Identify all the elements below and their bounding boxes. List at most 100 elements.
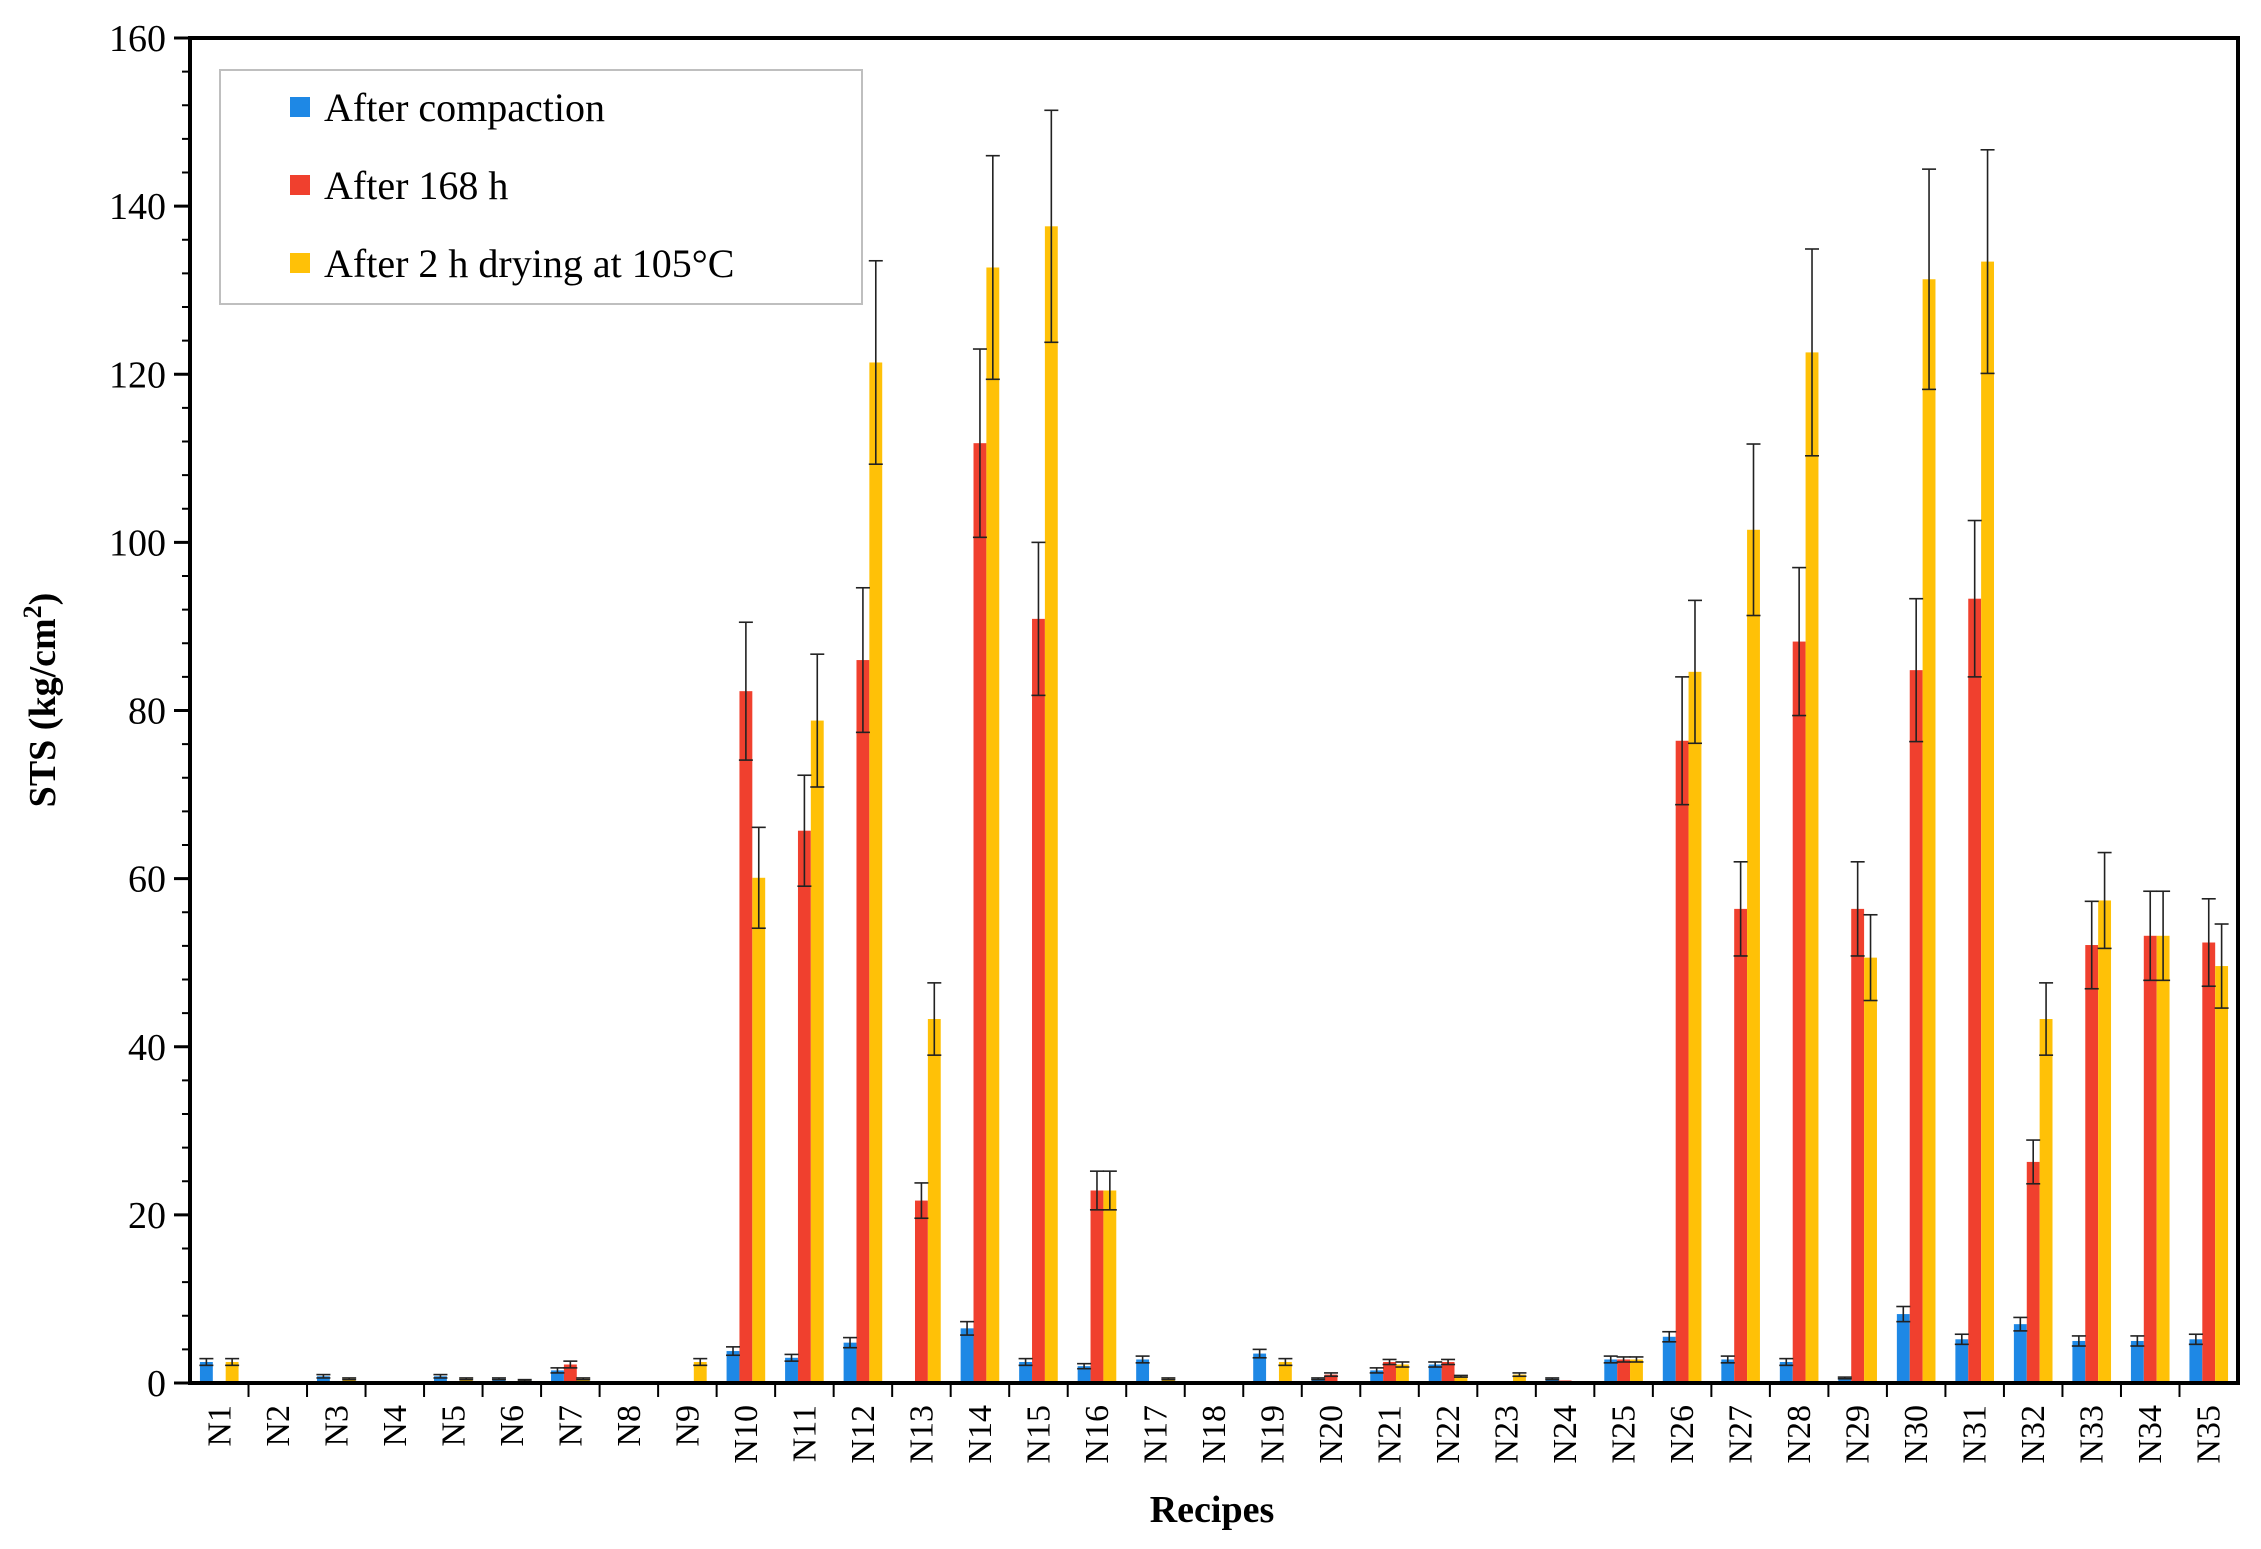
bar-N22-s1 (1441, 1361, 1455, 1383)
x-tick-label: N7 (552, 1405, 589, 1447)
legend-box (219, 69, 863, 305)
bar-N28-s1 (1792, 641, 1806, 1383)
legend-label-after-drying: After 2 h drying at 105°C (324, 241, 734, 286)
bar-N30-s2 (1922, 279, 1936, 1383)
bar-N26-s0 (1662, 1336, 1676, 1383)
x-tick-label: N4 (377, 1405, 414, 1447)
bar-N20-s1 (1324, 1374, 1338, 1383)
bar-N35-s0 (2189, 1339, 2203, 1383)
legend-label-after-compaction: After compaction (324, 85, 605, 130)
bar-N27-s1 (1734, 908, 1748, 1383)
x-axis-title: Recipes (1150, 1489, 1275, 1531)
y-tick-label: 160 (109, 18, 166, 60)
x-tick-label: N23 (1489, 1405, 1526, 1464)
x-tick-label: N17 (1137, 1405, 1174, 1464)
x-tick-label: N33 (2074, 1405, 2111, 1464)
bar-N29-s0 (1838, 1377, 1852, 1383)
x-axis-ticks: N1 N2 N3 N4 N5 N6 N7 N8 N9 N10 N11 N12 N13 N14 N15 N16 N… (201, 1383, 2228, 1464)
y-axis-title-main: STS (kg/cm (22, 618, 64, 807)
bar-N25-s2 (1630, 1359, 1643, 1383)
error-bars (199, 109, 2229, 1383)
bar-N34-s1 (2143, 935, 2157, 1383)
y-axis-title-close: ) (22, 593, 64, 606)
bar-N22-s0 (1428, 1364, 1442, 1383)
bar-N15-s1 (1032, 618, 1045, 1383)
x-tick-label: N13 (903, 1405, 940, 1464)
x-tick-label: N2 (260, 1405, 297, 1447)
bar-N15-s2 (1044, 226, 1058, 1383)
x-tick-label: N18 (1196, 1405, 1233, 1464)
x-tick-label: N30 (1898, 1405, 1935, 1464)
x-tick-label: N19 (1255, 1405, 1292, 1464)
bar-N26-s2 (1688, 671, 1702, 1383)
y-tick-label: 0 (147, 1363, 166, 1405)
y-tick-label: 100 (109, 522, 166, 564)
bar-N34-s2 (2156, 935, 2170, 1383)
bar-N16-s1 (1090, 1190, 1104, 1383)
x-tick-label: N31 (1957, 1405, 1994, 1464)
x-tick-label: N12 (845, 1405, 882, 1464)
bar-N33-s0 (2072, 1340, 2086, 1383)
bar-N17-s2 (1161, 1378, 1175, 1383)
y-tick-label: 40 (128, 1027, 166, 1069)
y-tick-label: 80 (128, 691, 166, 733)
x-tick-label: N11 (786, 1405, 823, 1462)
legend: After compaction After 168 h After 2 h d… (219, 69, 863, 305)
bar-N33-s1 (2085, 945, 2099, 1383)
bar-N10-s2 (752, 877, 766, 1383)
bar-N15-s0 (1019, 1361, 1033, 1383)
bar-N27-s2 (1747, 529, 1760, 1383)
x-tick-label: N10 (728, 1405, 765, 1464)
x-tick-label: N27 (1723, 1405, 1760, 1464)
bar-N7-s2 (576, 1378, 590, 1383)
bar-N32-s2 (2039, 1019, 2053, 1383)
x-tick-label: N3 (318, 1405, 355, 1447)
bar-N20-s0 (1311, 1378, 1325, 1383)
x-tick-label: N32 (2015, 1405, 2052, 1464)
bar-N12-s0 (843, 1342, 857, 1383)
bar-N7-s1 (563, 1364, 577, 1383)
bar-N17-s0 (1136, 1359, 1150, 1383)
y-tick-label: 20 (128, 1195, 166, 1237)
bar-N26-s1 (1675, 740, 1689, 1383)
x-tick-label: N15 (1020, 1405, 1057, 1464)
bar-N28-s0 (1779, 1361, 1793, 1383)
bar-N23-s2 (1513, 1374, 1526, 1383)
legend-label-after-168-h: After 168 h (324, 163, 508, 208)
x-tick-label: N21 (1372, 1405, 1409, 1464)
bar-N10-s1 (739, 691, 753, 1383)
x-tick-label: N26 (1664, 1405, 1701, 1464)
bar-N28-s2 (1805, 352, 1819, 1383)
bar-N25-s1 (1617, 1359, 1631, 1383)
x-tick-label: N29 (1840, 1405, 1877, 1464)
bar-N31-s2 (1981, 261, 1994, 1384)
bar-N16-s2 (1103, 1190, 1117, 1383)
bar-N3-s2 (342, 1378, 356, 1383)
x-tick-label: N24 (1547, 1405, 1584, 1464)
x-tick-label: N5 (435, 1405, 472, 1447)
bar-N25-s0 (1604, 1359, 1618, 1383)
x-tick-label: N28 (1781, 1405, 1818, 1464)
x-tick-label: N34 (2132, 1405, 2169, 1464)
bar-N6-s0 (492, 1378, 506, 1383)
bar-N3-s0 (316, 1376, 330, 1383)
legend-swatch-after-compaction (290, 97, 310, 117)
x-tick-label: N35 (2191, 1405, 2228, 1464)
bar-N11-s2 (810, 720, 824, 1383)
bar-N10-s0 (726, 1351, 740, 1383)
bar-N31-s1 (1968, 598, 1982, 1383)
bar-N5-s0 (434, 1376, 447, 1383)
bars (199, 226, 2229, 1384)
bar-N9-s2 (693, 1361, 707, 1383)
bar-N12-s1 (856, 660, 870, 1383)
x-tick-label: N6 (494, 1405, 531, 1447)
bar-N11-s0 (785, 1357, 798, 1383)
x-tick-label: N14 (962, 1405, 999, 1464)
x-tick-label: N1 (201, 1405, 238, 1447)
bar-N14-s1 (973, 443, 987, 1383)
bar-N12-s2 (869, 362, 883, 1383)
bar-N19-s0 (1253, 1353, 1267, 1383)
bar-N27-s0 (1721, 1359, 1735, 1383)
bar-N14-s0 (960, 1328, 974, 1383)
